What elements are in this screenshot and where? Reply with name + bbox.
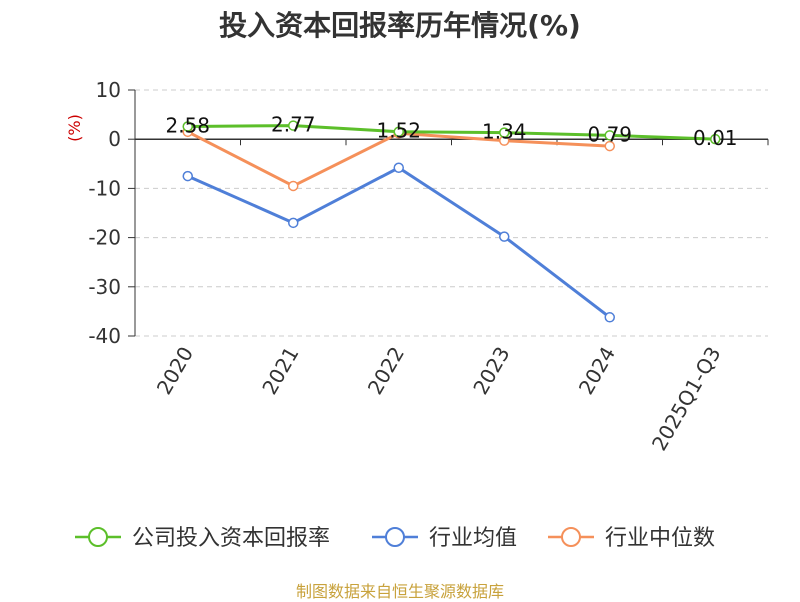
series-line — [187, 166, 611, 319]
data-label: 0.79 — [587, 122, 632, 146]
data-point — [710, 133, 721, 145]
y-axis-label: (%) — [65, 114, 84, 142]
data-point — [182, 121, 193, 132]
data-point — [288, 120, 299, 131]
data-point — [288, 217, 299, 229]
data-label: 2.58 — [165, 114, 210, 138]
data-point — [182, 170, 193, 182]
y-tick-label: -10 — [88, 176, 121, 200]
x-tick-label: 2022 — [363, 343, 409, 399]
legend: 公司投入资本回报率 行业均值 行业中位数 — [75, 526, 715, 551]
chart-title: 投入资本回报率历年情况(%) — [219, 9, 581, 42]
data-point — [604, 140, 615, 152]
data-point — [499, 127, 510, 138]
data-point — [393, 126, 404, 137]
x-tick-label: 2020 — [152, 343, 198, 399]
data-point — [499, 231, 510, 242]
data-point — [393, 162, 404, 173]
data-point — [604, 130, 615, 141]
legend-label: 公司投入资本回报率 — [132, 526, 330, 551]
data-label: 1.52 — [376, 119, 421, 143]
legend-marker — [88, 527, 108, 547]
data-label: 0.01 — [693, 126, 738, 150]
legend-marker — [561, 527, 581, 547]
data-point — [288, 180, 299, 192]
x-tick-label: 2025Q1-Q3 — [647, 343, 726, 455]
data-point — [604, 312, 615, 323]
legend-label: 行业均值 — [429, 526, 517, 551]
legend-marker — [385, 527, 405, 547]
series-line — [187, 124, 716, 141]
y-tick-label: -40 — [88, 324, 121, 348]
data-label: 2.77 — [271, 113, 316, 137]
y-tick-label: -30 — [88, 275, 121, 299]
source-note: 制图数据来自恒生聚源数据库 — [295, 582, 504, 601]
x-tick-label: 2024 — [574, 343, 620, 399]
x-tick-label: 2023 — [468, 343, 514, 399]
data-labels: 2.58 2.77 1.52 1.34 0.79 0.01 — [165, 113, 737, 151]
y-tick-label: -20 — [88, 226, 121, 250]
data-label: 1.34 — [482, 120, 527, 144]
x-tick-label: 2021 — [257, 343, 303, 399]
series-lines — [182, 120, 721, 323]
y-tick-label: 10 — [96, 78, 121, 102]
legend-label: 行业中位数 — [605, 526, 715, 551]
y-tick-label: 0 — [108, 127, 121, 151]
